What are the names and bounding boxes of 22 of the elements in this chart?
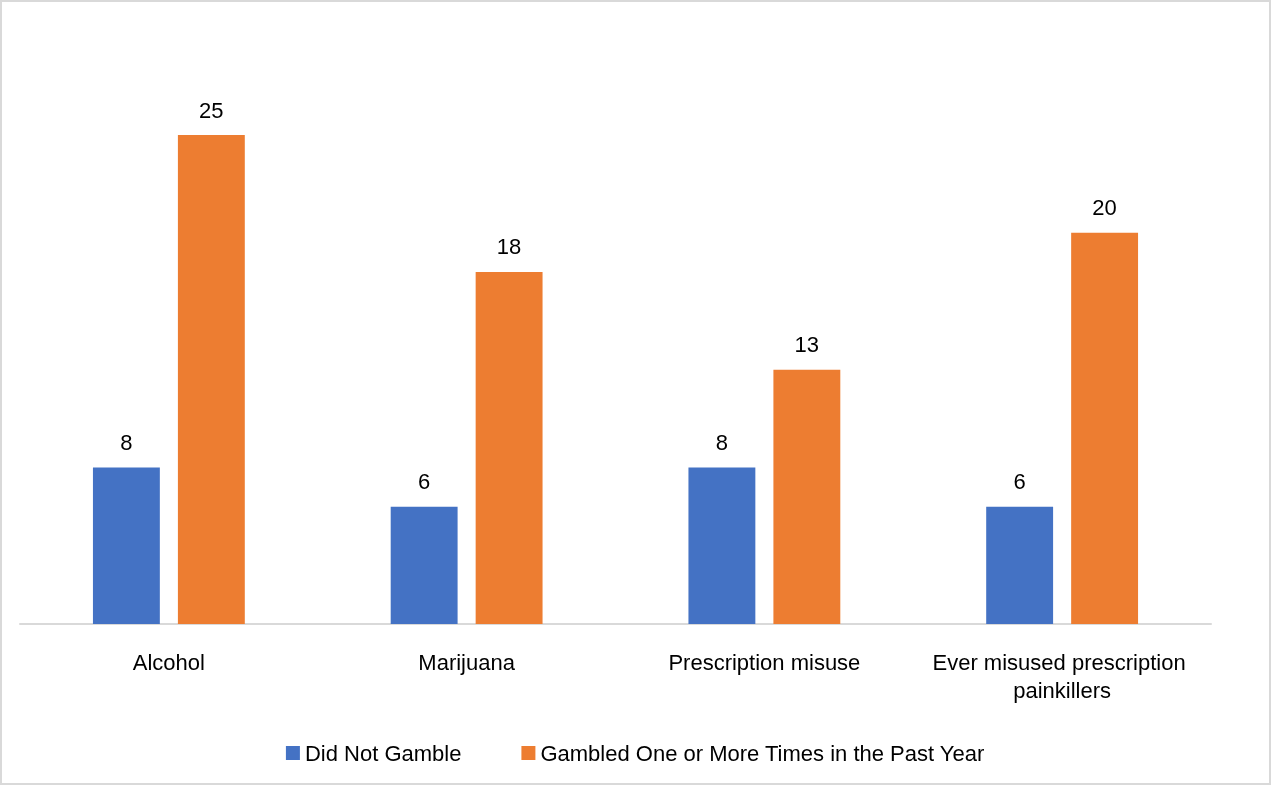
data-label: 13 — [794, 332, 820, 358]
bar — [177, 135, 245, 624]
x-tick-label: Prescription misuse — [668, 649, 861, 675]
bar — [92, 467, 160, 624]
bar — [688, 467, 756, 624]
data-label: 6 — [1013, 469, 1026, 495]
data-label: 6 — [418, 469, 431, 495]
data-label: 8 — [120, 430, 133, 456]
data-label: 18 — [496, 234, 522, 260]
data-label: 25 — [199, 97, 224, 123]
x-tick-label: Marijuana — [418, 649, 516, 675]
bar — [1071, 232, 1139, 624]
bar — [475, 271, 543, 624]
bar — [986, 506, 1054, 624]
bar — [773, 369, 841, 624]
x-tick-label: Ever misused prescription painkillers — [932, 649, 1192, 703]
legend-label: Did Not Gamble — [304, 740, 462, 766]
legend-label: Gambled One or More Times in the Past Year — [540, 740, 985, 766]
data-label: 20 — [1092, 195, 1117, 221]
bar — [390, 506, 458, 624]
data-label: 8 — [715, 430, 729, 456]
x-tick-label: Alcohol — [132, 649, 205, 675]
